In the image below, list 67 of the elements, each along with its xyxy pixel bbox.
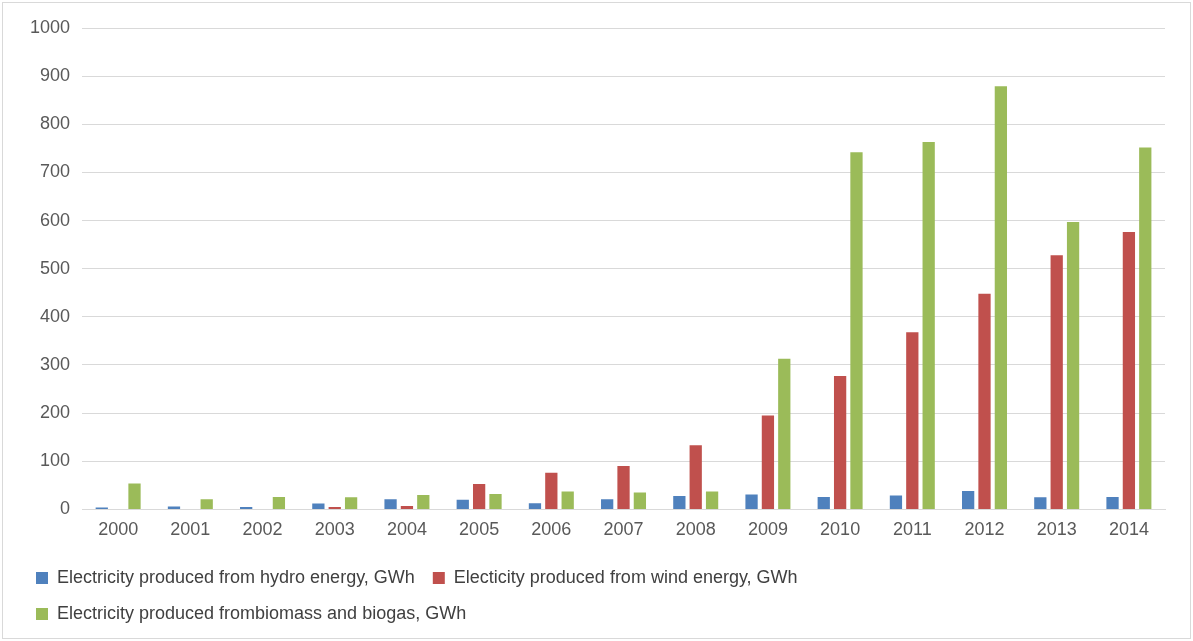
bar [489, 494, 502, 509]
x-tick-label: 2003 [314, 519, 355, 540]
y-tick-label: 700 [40, 161, 71, 182]
bar [1050, 255, 1063, 509]
bar [400, 506, 414, 509]
bar [1122, 232, 1136, 509]
x-tick-label: 2007 [603, 519, 644, 540]
bar [272, 496, 286, 509]
y-tick-label: 100 [40, 450, 71, 471]
bar [994, 86, 1008, 509]
x-tick-label: 2012 [964, 519, 1005, 540]
bar [601, 499, 614, 509]
bar [384, 499, 397, 509]
bar [1034, 497, 1047, 509]
legend-label: Electicity produced from wind energy, GWh [453, 566, 798, 587]
bar [850, 152, 863, 509]
x-tick-label: 2006 [531, 519, 572, 540]
bar [128, 483, 141, 509]
y-tick-label: 400 [40, 305, 71, 326]
bar [673, 495, 686, 509]
y-tick-label: 800 [40, 113, 71, 134]
y-tick-label: 300 [40, 353, 71, 374]
bar [472, 483, 486, 509]
bar [633, 492, 647, 509]
bar [561, 491, 574, 509]
x-tick-label: 2014 [1108, 519, 1149, 540]
y-tick-label: 900 [40, 65, 71, 86]
x-tick-label: 2013 [1036, 519, 1077, 540]
x-tick-label: 2002 [242, 519, 283, 540]
bar [417, 494, 430, 509]
bar [456, 499, 469, 509]
bar [817, 496, 830, 509]
y-tick-label: 200 [40, 402, 71, 423]
y-tick-label: 1000 [30, 16, 71, 37]
y-tick-label: 600 [40, 209, 71, 230]
legend-label: Electricity produced frombiomass and biogas, GWh [57, 602, 467, 623]
x-tick-label: 2008 [675, 519, 716, 540]
bar [545, 472, 558, 509]
x-tick-label: 2009 [747, 519, 788, 540]
y-tick-label: 500 [40, 257, 71, 278]
bar [1066, 222, 1080, 509]
x-tick-label: 2011 [892, 519, 932, 540]
x-tick-label: 2000 [98, 519, 139, 540]
bar [761, 415, 775, 509]
bar [906, 332, 919, 509]
x-tick-label: 2005 [459, 519, 500, 540]
legend-label: Electricity produced from hydro energy, GWh [57, 566, 415, 587]
bar [922, 142, 935, 509]
x-tick-label: 2004 [386, 519, 427, 540]
bar [528, 503, 542, 509]
bar [705, 491, 719, 509]
bar [889, 495, 903, 509]
bar [1139, 147, 1152, 509]
x-tick-label: 2001 [170, 519, 211, 540]
bar [778, 358, 791, 509]
bar [312, 503, 325, 509]
bar [617, 466, 630, 509]
bar [833, 376, 847, 509]
bar [962, 491, 975, 509]
bar [689, 445, 702, 509]
bar [745, 494, 758, 509]
y-tick-label: 0 [60, 498, 71, 519]
bar [344, 497, 358, 509]
bar [1106, 496, 1119, 509]
bar [200, 499, 213, 509]
bar [978, 293, 991, 509]
x-tick-label: 2010 [820, 519, 861, 540]
